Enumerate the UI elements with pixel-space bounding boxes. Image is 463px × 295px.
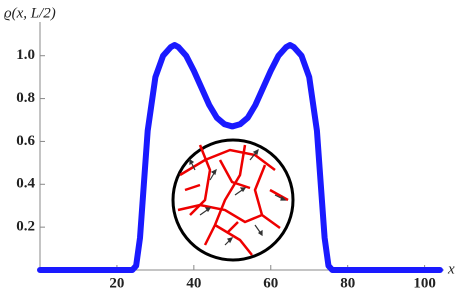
x-tick-label: 20 bbox=[109, 275, 124, 291]
y-tick-label: 1.0 bbox=[16, 47, 35, 63]
y-axis-label: ϱ(x, L/2) bbox=[4, 5, 56, 21]
x-tick-label: 40 bbox=[186, 275, 201, 291]
x-axis-label: x bbox=[447, 261, 455, 277]
line-series bbox=[37, 42, 443, 273]
x-tick-label: 60 bbox=[263, 275, 278, 291]
inset-illustration bbox=[171, 138, 295, 262]
y-tick-label: 0.4 bbox=[16, 176, 35, 192]
y-tick-label: 0.2 bbox=[16, 219, 35, 235]
x-tick-label: 80 bbox=[340, 275, 355, 291]
y-tick-label: 0.8 bbox=[16, 90, 35, 106]
x-tick-label: 100 bbox=[413, 275, 436, 291]
y-tick-label: 0.6 bbox=[16, 133, 35, 149]
